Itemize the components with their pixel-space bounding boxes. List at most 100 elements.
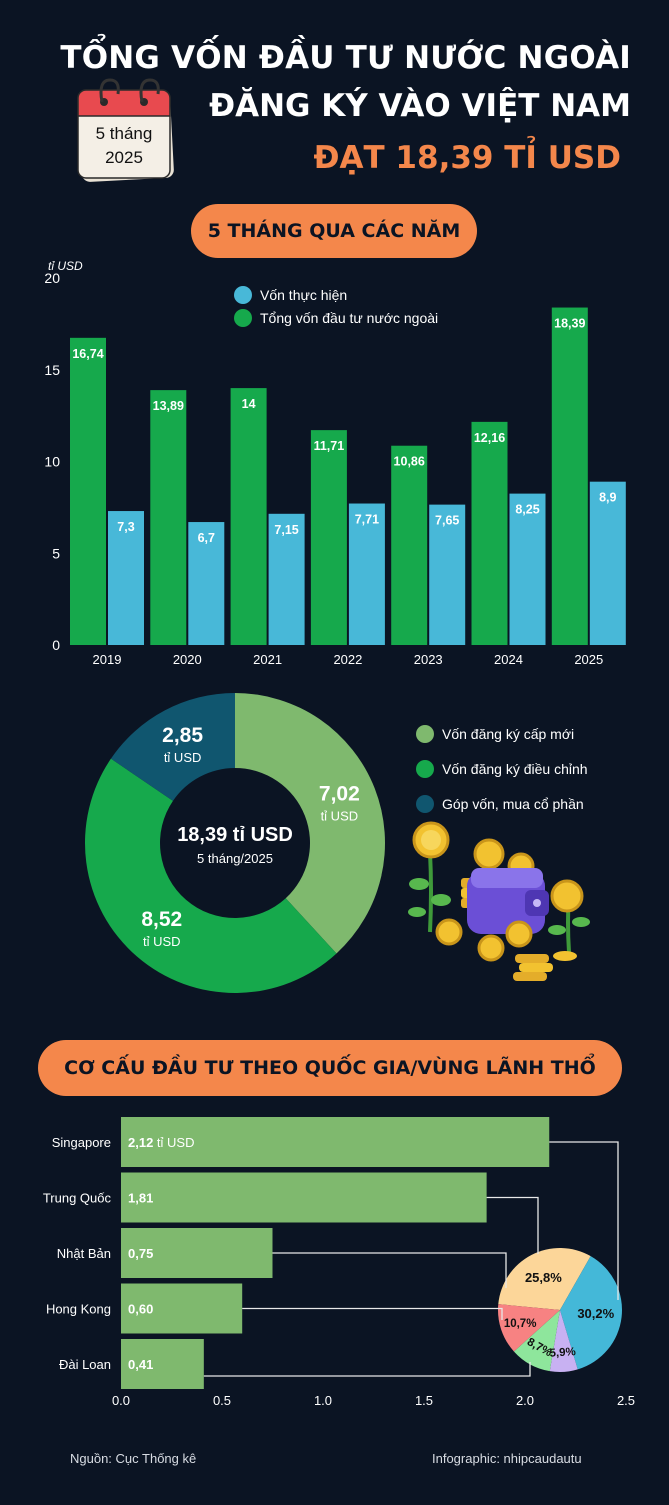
hbar-value-label: 0,75 (128, 1246, 153, 1261)
donut-center-sub: 5 tháng/2025 (197, 851, 273, 866)
horizontal-bar-chart-countries: 2,12 tỉ USD Singapore 1,81 Trung Quốc 0,75 Nh… (43, 1117, 635, 1408)
connector-line (242, 1307, 503, 1320)
bar-value-label: 11,71 (314, 439, 345, 453)
hbar-category-label: Đài Loan (59, 1357, 111, 1372)
donut-slice-unit: tỉ USD (164, 750, 202, 765)
hbar-bar (121, 1339, 204, 1389)
bar-von-thuc-hien (108, 511, 144, 645)
donut-slice-unit: tỉ USD (143, 934, 181, 949)
y-tick-label: 5 (52, 545, 60, 561)
mini-pie-slice (560, 1256, 622, 1370)
bar-value-label: 7,15 (274, 523, 298, 537)
x-tick-label: 1.0 (314, 1393, 332, 1408)
credit-text: Infographic: nhipcaudautu (432, 1451, 582, 1466)
x-tick-label: 2019 (93, 652, 122, 667)
hbar-value-label: 0,41 (128, 1357, 153, 1372)
donut-center-value: 18,39 tỉ USD (177, 824, 293, 846)
mini-pie-label: 10,7% (504, 1318, 537, 1330)
bar-tong-von (551, 307, 588, 645)
bar-tong-von (391, 445, 428, 645)
x-tick-label: 0.5 (213, 1393, 231, 1408)
calendar-icon: 5 tháng 2025 (74, 78, 176, 182)
bar-von-thuc-hien (188, 522, 225, 645)
donut-slice (85, 758, 337, 993)
y-axis-label: tỉ USD (48, 259, 83, 273)
bar-von-thuc-hien (429, 504, 466, 645)
legend-label: Vốn đăng ký điều chỉnh (442, 761, 588, 777)
source-text: Nguồn: Cục Thống kê (70, 1451, 197, 1466)
title-line-2: ĐĂNG KÝ VÀO VIỆT NAM (209, 88, 631, 124)
x-tick-label: 2.5 (617, 1393, 635, 1408)
hbar-value-label: 2,12 tỉ USD (128, 1135, 194, 1150)
legend-item-von-thuc-hien: Vốn thực hiện (234, 286, 347, 304)
legend-dot-blue (234, 286, 252, 304)
x-tick-label: 0.0 (112, 1393, 130, 1408)
hbar-bar (121, 1117, 550, 1167)
donut-slice-unit: tỉ USD (321, 808, 359, 823)
legend-dot-teal (416, 795, 434, 813)
legend-label: Vốn đăng ký cấp mới (442, 726, 575, 742)
bar-value-label: 16,74 (72, 347, 103, 361)
connector-line (549, 1141, 619, 1300)
mini-pie-slice (549, 1310, 578, 1372)
hbar-bar (121, 1172, 487, 1223)
x-tick-label: 2024 (494, 652, 523, 667)
donut-slice (110, 693, 235, 801)
x-tick-label: 2023 (414, 652, 443, 667)
mini-pie-label: 25,8% (525, 1270, 562, 1285)
money-wallet-illustration-icon (408, 821, 590, 981)
x-tick-label: 2020 (173, 652, 202, 667)
mini-pie-slice (513, 1310, 560, 1372)
legend-item-gop-von: Góp vốn, mua cổ phần (416, 795, 584, 813)
donut-slice (235, 693, 385, 954)
donut-slice-value: 2,85 (162, 724, 203, 747)
bar-value-label: 6,7 (198, 531, 215, 545)
hbar-value-label: 1,81 (128, 1191, 153, 1206)
hbar-category-label: Singapore (52, 1135, 111, 1150)
bar-chart-years: tỉ USD 0 5 10 15 20 16,74 7,3 2019 13,89 6,7 2020 14… (44, 259, 626, 667)
legend-dot-green (234, 309, 252, 327)
bar-tong-von (70, 337, 106, 645)
y-tick-label: 15 (44, 362, 60, 378)
mini-pie-label: 5,9% (549, 1346, 576, 1360)
bar-value-label: 7,65 (435, 514, 459, 528)
bar-value-label: 8,9 (599, 491, 616, 505)
legend-dot-green (416, 760, 434, 778)
bar-value-label: 14 (242, 397, 256, 411)
bar-value-label: 13,89 (153, 399, 184, 413)
x-tick-label: 2021 (253, 652, 282, 667)
bar-value-label: 18,39 (554, 317, 585, 331)
hbar-category-label: Hong Kong (46, 1302, 111, 1317)
legend-item-tong-von: Tổng vốn đầu tư nước ngoài (234, 309, 438, 327)
x-tick-label: 2022 (333, 652, 362, 667)
mini-pie-slice (498, 1248, 591, 1310)
x-tick-label: 2.0 (516, 1393, 534, 1408)
mini-pie-label: 30,2% (577, 1306, 614, 1321)
donut-slice-value: 8,52 (141, 908, 182, 931)
legend-label: Tổng vốn đầu tư nước ngoài (260, 310, 439, 326)
legend-item-cap-moi: Vốn đăng ký cấp mới (416, 725, 574, 743)
bar-tong-von (150, 390, 187, 645)
bar-von-thuc-hien (348, 503, 385, 645)
y-tick-label: 20 (44, 270, 60, 286)
title-line-1: TỔNG VỐN ĐẦU TƯ NƯỚC NGOÀI (60, 40, 631, 76)
bar-von-thuc-hien (509, 493, 546, 645)
hbar-category-label: Trung Quốc (43, 1191, 112, 1206)
legend-label: Góp vốn, mua cổ phần (442, 796, 584, 812)
section-title-countries: CƠ CẤU ĐẦU TƯ THEO QUỐC GIA/VÙNG LÃNH TH… (38, 1040, 622, 1096)
connector-line (272, 1252, 507, 1288)
bar-tong-von (471, 421, 508, 645)
title-highlight: ĐẠT 18,39 TỈ USD (313, 140, 621, 176)
section-title-years: 5 THÁNG QUA CÁC NĂM (191, 204, 477, 258)
bar-von-thuc-hien (589, 481, 626, 645)
hbar-category-label: Nhật Bản (57, 1246, 111, 1261)
hbar-bar (121, 1228, 273, 1278)
x-tick-label: 2025 (574, 652, 603, 667)
donut-chart-structure: 7,02 tỉ USD 8,52 tỉ USD 2,85 tỉ USD 18,39 tỉ U… (85, 693, 385, 993)
bar-value-label: 12,16 (474, 431, 505, 445)
legend-dot-light-green (416, 725, 434, 743)
y-tick-label: 0 (52, 637, 60, 653)
hbar-bar (121, 1283, 243, 1334)
connector-line (486, 1196, 539, 1254)
bar-tong-von (310, 430, 347, 645)
